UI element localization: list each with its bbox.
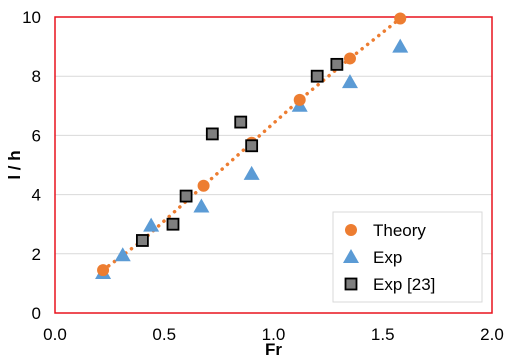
circle-point	[394, 12, 407, 25]
square-point	[245, 139, 259, 153]
circle-point	[97, 264, 110, 277]
data-points	[95, 12, 409, 280]
y-tick-label: 4	[32, 186, 41, 205]
square-point	[205, 127, 219, 141]
x-tick-label: 0.0	[43, 325, 67, 344]
y-tick-label: 8	[32, 67, 41, 86]
legend: Theory Exp Exp [23]	[332, 211, 483, 303]
circle-point	[293, 93, 306, 106]
triangle-point	[341, 74, 358, 89]
series-square	[135, 57, 344, 247]
y-tick-label: 2	[32, 245, 41, 264]
y-axis-label: l / h	[5, 150, 24, 179]
square-point	[135, 234, 149, 247]
series-triangle	[95, 38, 409, 280]
legend-box	[332, 211, 483, 303]
x-tick-label: 0.5	[152, 325, 176, 344]
triangle-point	[193, 198, 210, 213]
square-point	[166, 217, 180, 231]
triangle-point	[243, 165, 260, 180]
y-axis-ticks: 0 2 4 6 8 10	[22, 8, 41, 323]
legend-triangle-marker	[343, 249, 359, 263]
legend-label: Theory	[373, 221, 426, 240]
square-point	[179, 189, 193, 203]
square-point	[310, 69, 324, 83]
x-tick-label: 1.5	[371, 325, 395, 344]
triangle-point	[114, 247, 131, 262]
y-tick-label: 6	[32, 126, 41, 145]
legend-label: Exp [23]	[373, 275, 435, 294]
triangle-point	[392, 38, 409, 53]
legend-square-marker	[344, 277, 358, 291]
y-tick-label: 0	[32, 304, 41, 323]
x-axis-ticks: 0.0 0.5 1.0 1.5 2.0	[43, 325, 504, 344]
plot-area	[54, 16, 493, 314]
x-tick-label: 1.0	[262, 325, 286, 344]
x-axis-label: Fr	[265, 340, 282, 359]
circle-point	[197, 179, 210, 192]
square-point	[234, 115, 248, 129]
circle-point	[343, 52, 356, 65]
y-tick-label: 10	[22, 8, 41, 27]
triangle-point	[143, 217, 160, 232]
legend-circle-marker	[345, 224, 357, 236]
square-point	[330, 57, 344, 71]
legend-label: Exp	[373, 248, 402, 267]
x-tick-label: 2.0	[480, 325, 504, 344]
